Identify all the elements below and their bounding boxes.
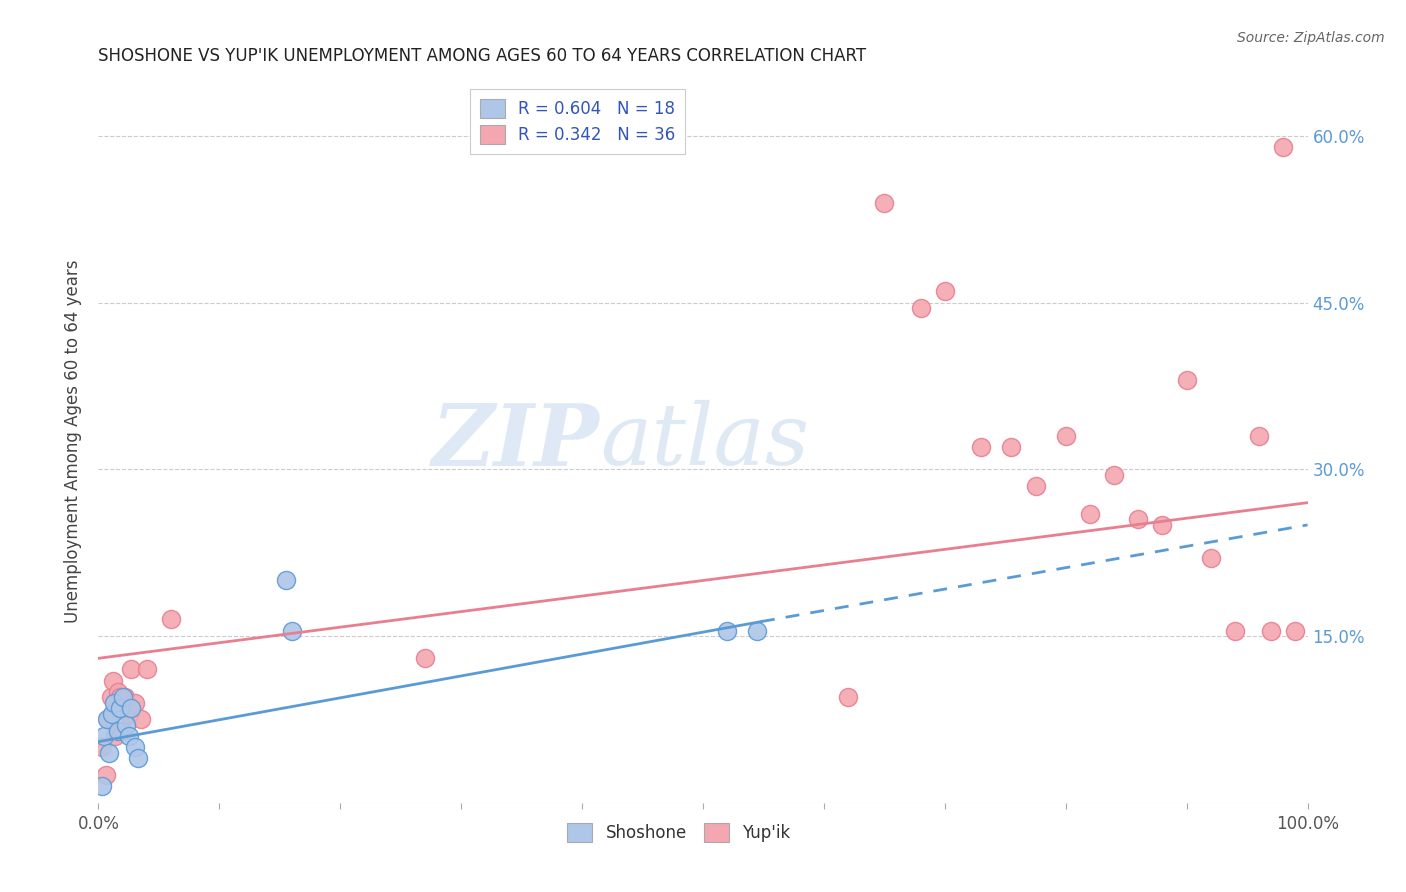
Point — [100, 706, 122, 721]
Point — [1128, 512, 1150, 526]
Text: ZIP: ZIP — [433, 400, 600, 483]
Point — [1152, 517, 1174, 532]
Point — [93, 729, 115, 743]
Point — [103, 696, 125, 710]
Point — [135, 662, 157, 676]
Point — [91, 740, 114, 755]
Point — [118, 706, 141, 721]
Point — [934, 285, 956, 299]
Point — [108, 701, 131, 715]
Point — [97, 713, 120, 727]
Point — [94, 768, 117, 782]
Point — [910, 301, 932, 315]
Point — [1260, 624, 1282, 638]
Point — [127, 751, 149, 765]
Point — [101, 673, 124, 688]
Point — [107, 684, 129, 698]
Point — [111, 723, 134, 738]
Point — [274, 574, 297, 588]
Point — [120, 701, 142, 715]
Y-axis label: Unemployment Among Ages 60 to 64 years: Unemployment Among Ages 60 to 64 years — [65, 260, 83, 624]
Point — [100, 690, 122, 705]
Point — [1223, 624, 1246, 638]
Point — [108, 690, 131, 705]
Point — [124, 696, 146, 710]
Point — [118, 729, 141, 743]
Text: SHOSHONE VS YUP'IK UNEMPLOYMENT AMONG AGES 60 TO 64 YEARS CORRELATION CHART: SHOSHONE VS YUP'IK UNEMPLOYMENT AMONG AG… — [98, 47, 866, 65]
Point — [124, 740, 146, 755]
Point — [114, 690, 136, 705]
Point — [91, 779, 114, 793]
Point — [716, 624, 738, 638]
Point — [120, 662, 142, 676]
Text: Source: ZipAtlas.com: Source: ZipAtlas.com — [1237, 31, 1385, 45]
Point — [96, 713, 118, 727]
Point — [1175, 373, 1198, 387]
Point — [129, 713, 152, 727]
Point — [98, 746, 121, 760]
Point — [970, 440, 993, 454]
Point — [107, 723, 129, 738]
Point — [1054, 429, 1077, 443]
Point — [104, 729, 127, 743]
Point — [1284, 624, 1306, 638]
Text: atlas: atlas — [600, 401, 810, 483]
Point — [873, 195, 896, 210]
Legend: Shoshone, Yup'ik: Shoshone, Yup'ik — [561, 816, 797, 848]
Point — [747, 624, 769, 638]
Point — [111, 690, 134, 705]
Point — [1000, 440, 1022, 454]
Point — [1078, 507, 1101, 521]
Point — [1199, 551, 1222, 566]
Point — [1272, 140, 1295, 154]
Point — [160, 612, 183, 626]
Point — [1102, 467, 1125, 482]
Point — [413, 651, 436, 665]
Point — [837, 690, 859, 705]
Point — [1249, 429, 1271, 443]
Point — [1024, 479, 1046, 493]
Point — [281, 624, 304, 638]
Point — [115, 718, 138, 732]
